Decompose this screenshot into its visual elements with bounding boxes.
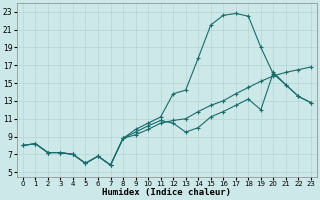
X-axis label: Humidex (Indice chaleur): Humidex (Indice chaleur) xyxy=(102,188,231,197)
